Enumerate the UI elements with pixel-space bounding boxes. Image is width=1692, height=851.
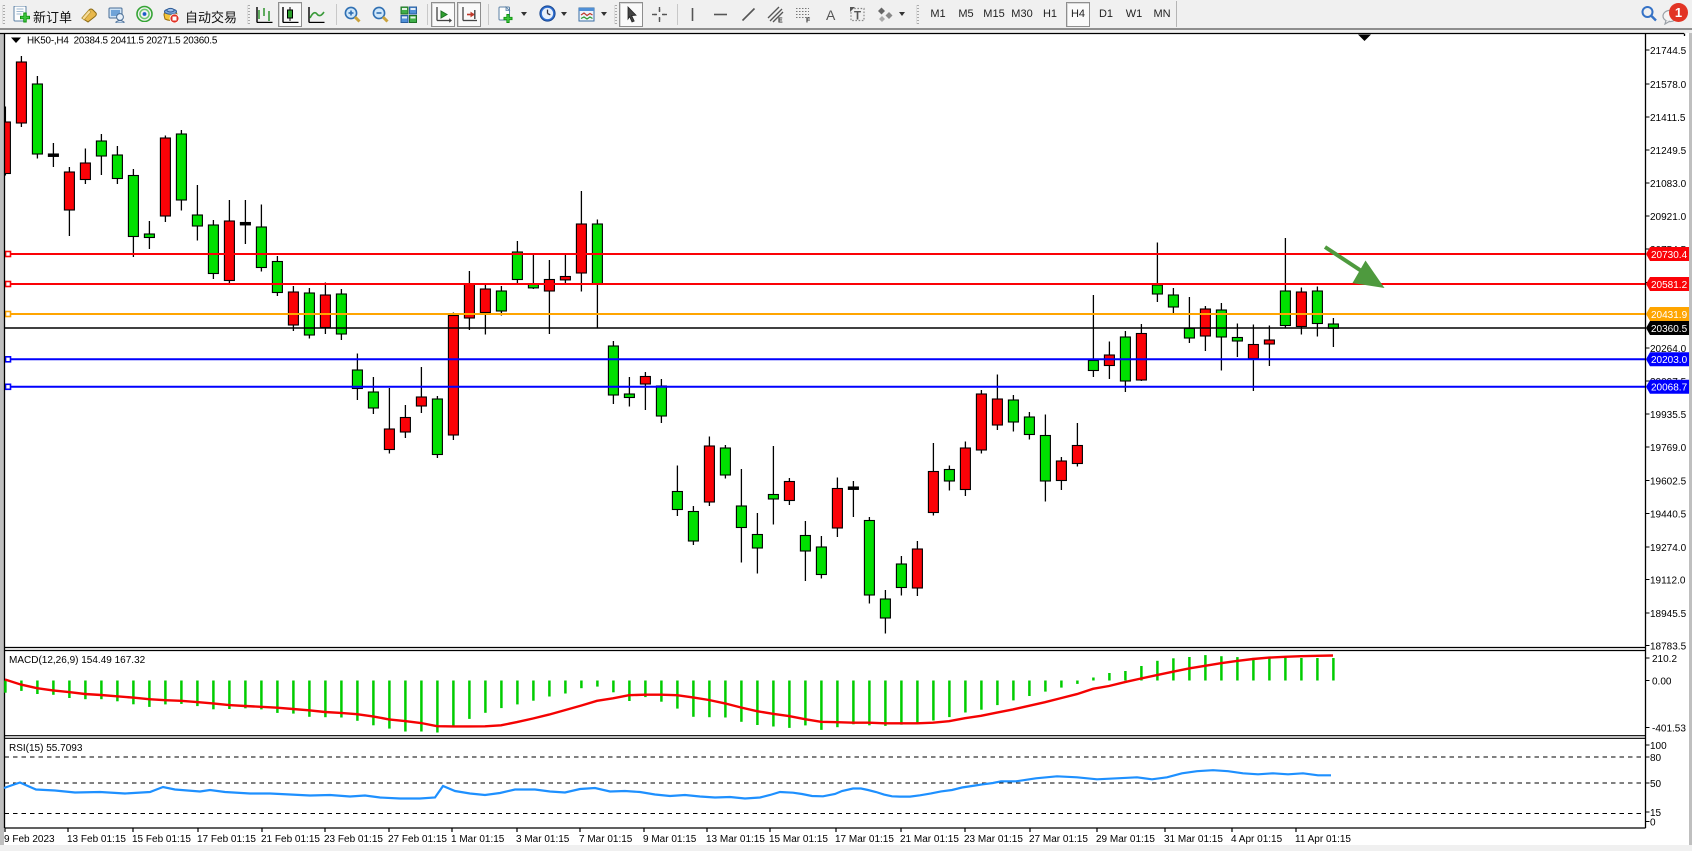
svg-text:-401.53: -401.53 bbox=[1652, 723, 1686, 734]
svg-text:21249.5: 21249.5 bbox=[1650, 146, 1687, 157]
svg-text:17 Feb 01:15: 17 Feb 01:15 bbox=[197, 834, 256, 845]
svg-text:19935.5: 19935.5 bbox=[1650, 410, 1687, 421]
svg-text:23 Feb 01:15: 23 Feb 01:15 bbox=[324, 834, 383, 845]
svg-text:3 Mar 01:15: 3 Mar 01:15 bbox=[516, 834, 570, 845]
svg-text:19112.0: 19112.0 bbox=[1650, 575, 1686, 586]
svg-text:21 Mar 01:15: 21 Mar 01:15 bbox=[900, 834, 959, 845]
svg-text:19602.5: 19602.5 bbox=[1650, 476, 1687, 487]
svg-text:15 Feb 01:15: 15 Feb 01:15 bbox=[132, 834, 191, 845]
svg-text:9 Mar 01:15: 9 Mar 01:15 bbox=[643, 834, 697, 845]
svg-text:21578.0: 21578.0 bbox=[1650, 80, 1687, 91]
svg-text:15 Mar 01:15: 15 Mar 01:15 bbox=[769, 834, 828, 845]
svg-text:0: 0 bbox=[1650, 817, 1656, 828]
svg-text:29 Mar 01:15: 29 Mar 01:15 bbox=[1096, 834, 1155, 845]
svg-text:210.2: 210.2 bbox=[1652, 654, 1677, 665]
svg-text:100: 100 bbox=[1650, 741, 1667, 752]
svg-text:13 Feb 01:15: 13 Feb 01:15 bbox=[67, 834, 126, 845]
svg-text:20264.0: 20264.0 bbox=[1650, 344, 1687, 355]
svg-text:27 Mar 01:15: 27 Mar 01:15 bbox=[1029, 834, 1088, 845]
svg-text:HK50-,H4 20384.5 20411.5 2027: HK50-,H4 20384.5 20411.5 20271.5 20360.5 bbox=[27, 36, 218, 47]
svg-text:7 Mar 01:15: 7 Mar 01:15 bbox=[579, 834, 633, 845]
svg-text:1 Mar 01:15: 1 Mar 01:15 bbox=[451, 834, 505, 845]
svg-text:20203.0: 20203.0 bbox=[1651, 355, 1688, 366]
svg-text:23 Mar 01:15: 23 Mar 01:15 bbox=[964, 834, 1023, 845]
svg-text:19440.5: 19440.5 bbox=[1650, 509, 1687, 520]
svg-text:T: T bbox=[854, 11, 861, 23]
svg-text:15: 15 bbox=[1650, 808, 1662, 819]
svg-text:20360.5: 20360.5 bbox=[1651, 324, 1688, 335]
svg-text:21411.5: 21411.5 bbox=[1650, 113, 1686, 124]
svg-text:11 Apr 01:15: 11 Apr 01:15 bbox=[1295, 834, 1351, 845]
svg-text:20730.4: 20730.4 bbox=[1651, 250, 1688, 261]
svg-text:21744.5: 21744.5 bbox=[1650, 46, 1687, 57]
svg-text:18945.5: 18945.5 bbox=[1650, 609, 1687, 620]
svg-text:19769.0: 19769.0 bbox=[1650, 443, 1687, 454]
svg-text:9 Feb 2023: 9 Feb 2023 bbox=[4, 834, 55, 845]
svg-text:20068.7: 20068.7 bbox=[1651, 383, 1688, 394]
svg-text:27 Feb 01:15: 27 Feb 01:15 bbox=[388, 834, 447, 845]
svg-text:4 Apr 01:15: 4 Apr 01:15 bbox=[1231, 834, 1283, 845]
svg-text:MACD(12,26,9) 154.49 167.32: MACD(12,26,9) 154.49 167.32 bbox=[9, 655, 146, 666]
svg-text:19274.0: 19274.0 bbox=[1650, 543, 1687, 554]
svg-text:21 Feb 01:15: 21 Feb 01:15 bbox=[261, 834, 320, 845]
svg-text:18783.5: 18783.5 bbox=[1650, 641, 1687, 652]
svg-text:20581.2: 20581.2 bbox=[1651, 280, 1688, 291]
svg-text:20431.9: 20431.9 bbox=[1651, 310, 1688, 321]
svg-text:13 Mar 01:15: 13 Mar 01:15 bbox=[706, 834, 765, 845]
svg-text:F: F bbox=[806, 18, 811, 25]
svg-text:21083.0: 21083.0 bbox=[1650, 179, 1687, 190]
svg-text:80: 80 bbox=[1650, 753, 1662, 764]
svg-text:17 Mar 01:15: 17 Mar 01:15 bbox=[835, 834, 894, 845]
svg-text:31 Mar 01:15: 31 Mar 01:15 bbox=[1164, 834, 1223, 845]
svg-text:0.00: 0.00 bbox=[1652, 676, 1672, 687]
svg-text:A: A bbox=[826, 7, 836, 23]
svg-text:50: 50 bbox=[1650, 779, 1662, 790]
svg-text:E: E bbox=[778, 18, 783, 25]
svg-text:RSI(15) 55.7093: RSI(15) 55.7093 bbox=[9, 743, 83, 754]
svg-text:20921.0: 20921.0 bbox=[1650, 212, 1687, 223]
